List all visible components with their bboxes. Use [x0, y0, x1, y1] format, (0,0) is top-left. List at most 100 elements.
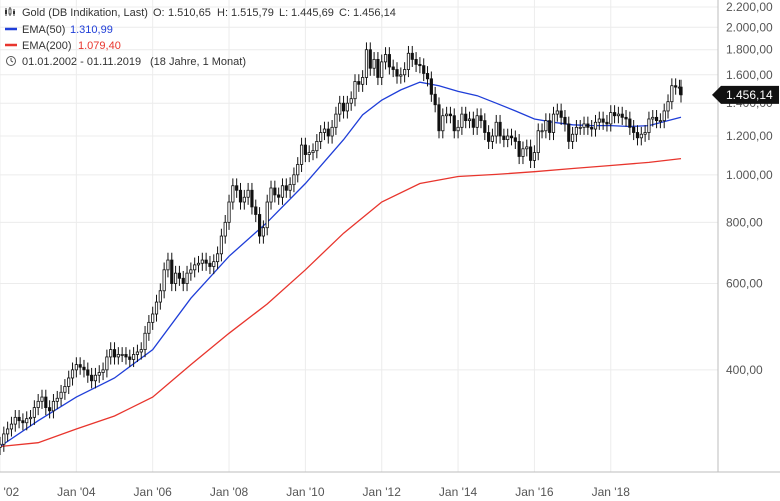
candle-body: [292, 174, 296, 186]
candle: [112, 342, 117, 365]
candle: [55, 390, 59, 409]
candle: [67, 370, 71, 395]
candle-body: [139, 349, 143, 353]
close-key: C:: [339, 7, 350, 19]
y-tick-label: 1.600,00: [726, 68, 773, 82]
last-value-marker: 1.456,14: [712, 85, 779, 104]
candle: [429, 71, 433, 102]
x-tick-label: Jan '04: [57, 485, 96, 499]
candle-body: [261, 227, 265, 237]
candle-body: [9, 423, 14, 430]
candle-body: [135, 351, 140, 355]
candle: [467, 111, 472, 129]
candle-body: [154, 301, 159, 315]
candle: [124, 347, 128, 365]
candle: [410, 45, 414, 67]
candle-body: [311, 150, 315, 154]
candle: [395, 62, 399, 84]
candle: [181, 270, 185, 292]
candle-body: [193, 264, 197, 271]
candle-body: [364, 49, 369, 78]
candle-body: [349, 98, 353, 104]
candle-body: [338, 102, 342, 115]
candle-body: [487, 132, 491, 142]
x-tick-label: Jan '12: [363, 485, 402, 499]
candle: [341, 95, 346, 119]
candle-body: [448, 113, 453, 117]
ema50-line-layer: [0, 81, 682, 448]
candle: [158, 283, 162, 310]
candle-body: [55, 397, 59, 402]
candle: [498, 114, 502, 144]
candle-body: [406, 52, 411, 70]
candle-body: [445, 113, 449, 117]
candle: [490, 128, 495, 149]
candle: [200, 252, 204, 271]
candle: [212, 254, 216, 275]
candle: [269, 180, 273, 210]
candle-body: [181, 277, 185, 284]
candle-body: [17, 416, 21, 422]
candle-body: [418, 63, 422, 67]
high-value: 1.515,79: [231, 7, 274, 19]
x-tick-label: Jan '14: [439, 485, 478, 499]
candle-body: [674, 85, 678, 88]
candle-body: [368, 49, 372, 69]
candle-body: [679, 86, 683, 96]
y-tick-label: 800,00: [726, 215, 763, 229]
candle-body: [303, 144, 307, 155]
candle: [418, 57, 422, 74]
y-tick-label: 1.200,00: [726, 129, 773, 143]
candle-body: [269, 187, 273, 203]
candle: [612, 105, 617, 124]
candle-body: [0, 443, 2, 448]
candle: [647, 111, 651, 141]
candle-body: [284, 185, 288, 191]
candle-body: [509, 135, 514, 139]
candle-body: [574, 126, 578, 135]
candle-body: [410, 52, 414, 60]
candle: [227, 194, 231, 230]
candles-layer: [0, 42, 683, 456]
candle-body: [403, 69, 407, 76]
candle-body: [296, 164, 300, 176]
candle: [670, 78, 674, 110]
candle: [391, 59, 395, 78]
candle-body: [250, 189, 254, 208]
candle-body: [425, 73, 430, 80]
candle-body: [124, 354, 128, 358]
candle: [330, 120, 334, 144]
candle: [90, 367, 94, 389]
candle-body: [628, 118, 632, 128]
candle: [399, 67, 403, 84]
candle: [196, 255, 201, 273]
candle: [639, 126, 643, 146]
candle-body: [513, 137, 517, 142]
candle-body: [383, 54, 388, 63]
candle: [284, 178, 288, 198]
candle-body: [441, 115, 445, 132]
candle-body: [82, 366, 86, 371]
candle: [494, 114, 498, 144]
candle-body: [464, 113, 468, 122]
candle: [17, 410, 21, 429]
candle: [48, 400, 52, 419]
candle: [679, 79, 683, 103]
candle: [174, 265, 178, 292]
candle-body: [616, 113, 620, 117]
candle-body: [128, 356, 132, 360]
candle-body: [86, 369, 90, 376]
candle-body: [361, 77, 365, 85]
candle-body: [48, 407, 52, 412]
y-tick-label: 2.200,00: [726, 0, 773, 14]
candle-body: [605, 121, 609, 125]
candle: [441, 108, 445, 139]
candle: [280, 178, 285, 205]
candle: [551, 106, 556, 141]
candle: [456, 120, 460, 139]
candle-body: [70, 369, 75, 379]
candle: [559, 103, 563, 125]
candle-body: [185, 272, 189, 284]
candle-body: [36, 400, 40, 408]
y-tick-label: 600,00: [726, 277, 763, 291]
